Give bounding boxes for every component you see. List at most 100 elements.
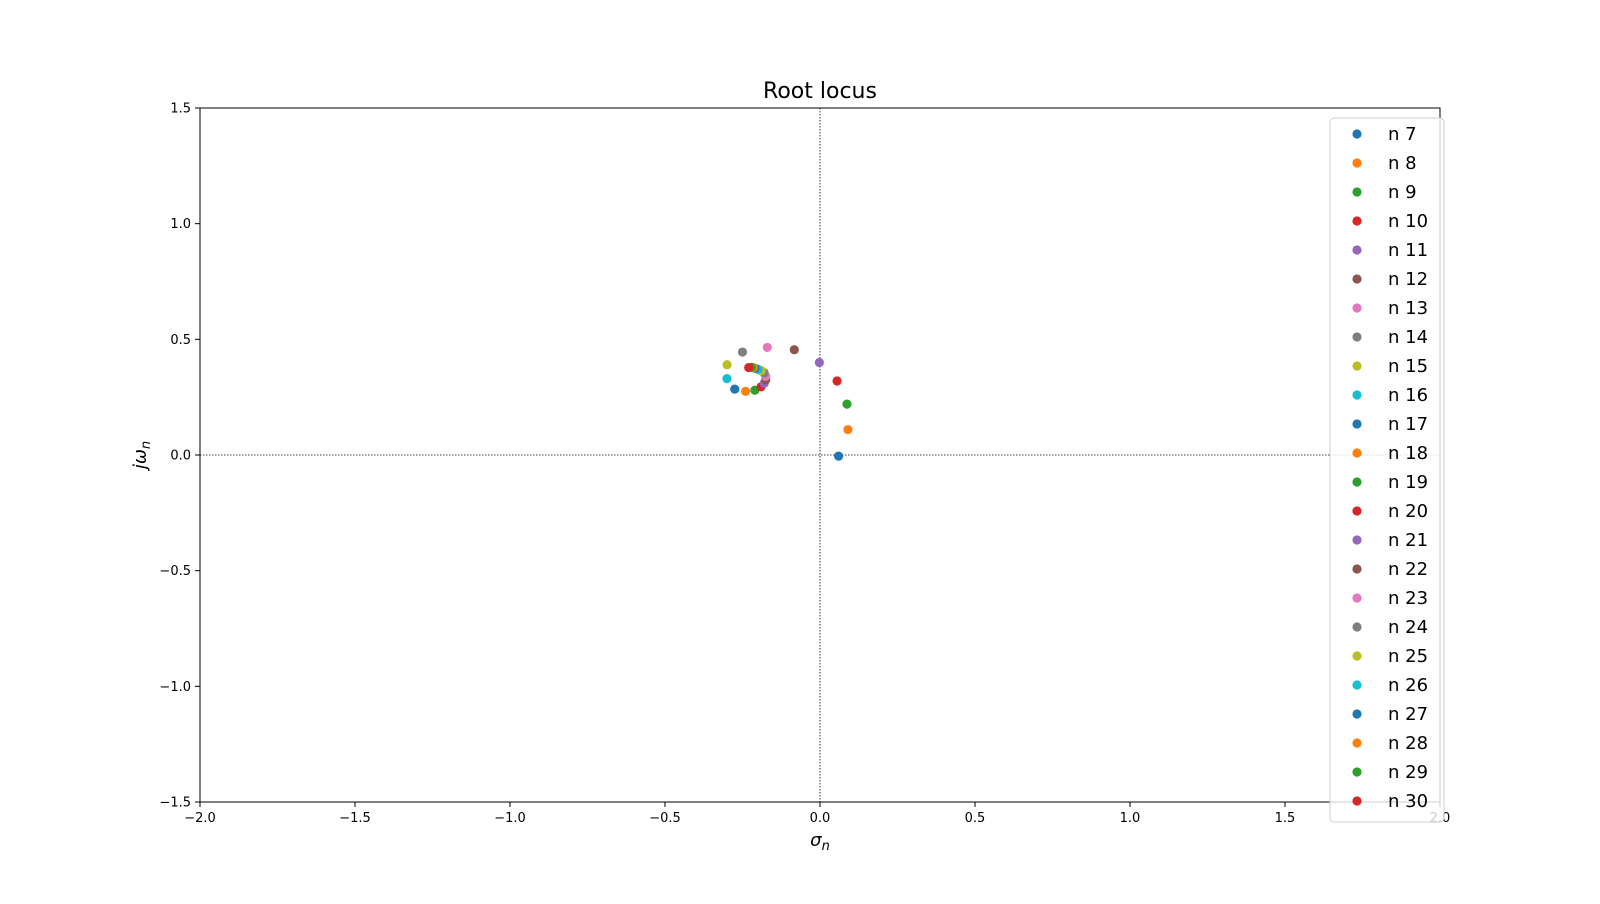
data-point-n-10	[832, 376, 842, 386]
legend-item: n 25	[1352, 646, 1428, 667]
legend-marker	[1352, 477, 1362, 487]
x-axis-ticks: −2.0−1.5−1.0−0.50.00.51.01.52.0	[184, 802, 1450, 826]
legend-marker	[1352, 738, 1362, 748]
legend-item: n 16	[1352, 385, 1428, 406]
legend-label: n 11	[1388, 240, 1428, 261]
legend-marker	[1352, 506, 1362, 516]
legend-label: n 12	[1388, 269, 1428, 290]
legend-label: n 25	[1388, 646, 1428, 667]
x-tick-label: 0.5	[965, 811, 986, 826]
legend-label: n 9	[1388, 182, 1417, 203]
legend-item: n 24	[1352, 617, 1428, 638]
x-tick-label: 1.0	[1120, 811, 1141, 826]
data-point-n-7	[834, 451, 844, 461]
y-tick-label: −1.0	[159, 680, 191, 695]
legend-item: n 14	[1352, 327, 1428, 348]
data-point-n-30	[744, 362, 754, 373]
legend-item: n 11	[1352, 240, 1428, 261]
legend-marker	[1352, 332, 1362, 342]
x-axis-label: σn	[810, 830, 830, 854]
legend-label: n 30	[1388, 791, 1428, 812]
data-point-n-13	[762, 342, 772, 353]
legend-label: n 10	[1388, 211, 1428, 232]
legend-label: n 7	[1388, 124, 1417, 145]
legend-item: n 21	[1352, 530, 1428, 551]
legend-item: n 7	[1352, 124, 1417, 145]
legend-marker	[1352, 129, 1362, 139]
legend-item: n 18	[1352, 443, 1428, 464]
legend-item: n 27	[1352, 704, 1428, 725]
legend-label: n 15	[1388, 356, 1428, 377]
legend-label: n 27	[1388, 704, 1428, 725]
legend-item: n 20	[1352, 501, 1428, 522]
legend-label: n 24	[1388, 617, 1428, 638]
legend-item: n 23	[1352, 588, 1428, 609]
legend-label: n 21	[1388, 530, 1428, 551]
x-tick-label: −2.0	[184, 811, 216, 826]
y-tick-label: 1.0	[170, 217, 191, 232]
data-points	[722, 342, 853, 461]
legend-item: n 30	[1352, 791, 1428, 812]
legend-marker	[1352, 593, 1362, 603]
chart-title: Root locus	[763, 79, 877, 104]
legend-label: n 17	[1388, 414, 1428, 435]
y-tick-label: 0.0	[170, 449, 191, 464]
legend-marker	[1352, 680, 1362, 690]
data-point-n-8	[843, 424, 853, 435]
legend: n 7 n 8 n 9 n 10 n 11 n 12 n 13 n 14 n 15 n 16 n 1…	[1329, 117, 1445, 823]
legend-marker	[1352, 361, 1362, 371]
legend-label: n 13	[1388, 298, 1428, 319]
y-tick-label: 1.5	[170, 102, 191, 117]
legend-marker	[1352, 245, 1362, 255]
legend-marker	[1352, 303, 1362, 313]
legend-label: n 8	[1388, 153, 1417, 174]
reference-lines	[200, 108, 1440, 802]
x-tick-label: −1.0	[494, 811, 526, 826]
legend-item: n 15	[1352, 356, 1428, 377]
data-point-n-18	[741, 386, 751, 396]
legend-label: n 28	[1388, 733, 1428, 754]
legend-item: n 13	[1352, 298, 1428, 319]
x-tick-label: 0.0	[810, 811, 831, 826]
legend-item: n 9	[1352, 182, 1417, 203]
legend-label: n 16	[1388, 385, 1428, 406]
x-tick-label: −0.5	[649, 811, 681, 826]
data-point-n-11	[814, 357, 824, 368]
legend-marker	[1352, 709, 1362, 719]
legend-item: n 19	[1352, 472, 1428, 493]
legend-label: n 19	[1388, 472, 1428, 493]
legend-marker	[1352, 796, 1362, 806]
legend-label: n 18	[1388, 443, 1428, 464]
legend-marker	[1352, 651, 1362, 661]
y-tick-label: −0.5	[159, 564, 191, 579]
legend-item: n 8	[1352, 153, 1417, 174]
legend-label: n 26	[1388, 675, 1428, 696]
data-point-n-16	[722, 374, 732, 384]
legend-item: n 12	[1352, 269, 1428, 290]
y-tick-label: −1.5	[159, 796, 191, 811]
y-axis-ticks: −1.5 −1.0 −0.5 0.0 0.5 1.0 1.5	[159, 102, 200, 811]
legend-marker	[1352, 767, 1362, 777]
legend-item: n 29	[1352, 762, 1428, 783]
legend-marker	[1352, 274, 1362, 284]
x-tick-label: −1.5	[339, 811, 371, 826]
legend-marker	[1352, 564, 1362, 574]
legend-label: n 20	[1388, 501, 1428, 522]
data-point-n-12	[789, 345, 799, 355]
legend-item: n 22	[1352, 559, 1428, 580]
legend-item: n 28	[1352, 733, 1428, 754]
y-axis-label: jωn	[130, 441, 154, 472]
legend-label: n 29	[1388, 762, 1428, 783]
legend-item: n 10	[1352, 211, 1428, 232]
legend-marker	[1352, 419, 1362, 429]
legend-marker	[1352, 158, 1362, 168]
data-point-n-15	[722, 360, 732, 370]
data-point-n-14	[737, 347, 748, 357]
legend-item: n 17	[1352, 414, 1428, 435]
x-tick-label: 1.5	[1275, 811, 1296, 826]
legend-marker	[1352, 216, 1362, 226]
data-point-n-17	[730, 384, 740, 394]
legend-marker	[1352, 622, 1362, 632]
legend-marker	[1352, 187, 1362, 197]
